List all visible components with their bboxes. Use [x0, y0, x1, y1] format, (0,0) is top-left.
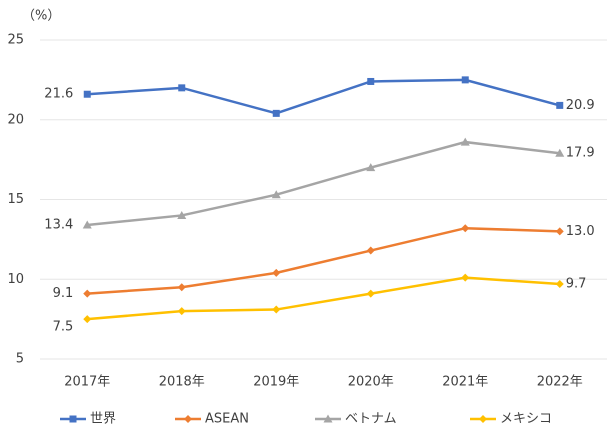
marker [323, 414, 333, 423]
legend-label: ASEAN [205, 412, 249, 427]
x-tick-label: 2019年 [253, 375, 299, 390]
data-label: 20.9 [566, 98, 595, 113]
x-tick-label: 2017年 [64, 375, 110, 390]
data-label: 7.5 [53, 320, 74, 335]
x-tick-label: 2022年 [537, 375, 583, 390]
marker [184, 415, 192, 423]
marker [272, 305, 281, 314]
series-line [87, 140, 560, 227]
x-tick-label: 2021年 [442, 375, 488, 390]
x-tick-label: 2020年 [348, 375, 394, 390]
series-line [87, 78, 561, 115]
y-tick-label: 5 [16, 352, 24, 367]
marker [272, 268, 281, 277]
marker [367, 77, 375, 85]
marker [271, 190, 281, 199]
marker [461, 224, 470, 233]
data-label: 9.1 [53, 286, 74, 301]
legend-label: ベトナム [345, 412, 397, 427]
y-tick-label: 20 [7, 112, 24, 127]
marker [555, 148, 565, 157]
x-tick-label: 2018年 [159, 375, 205, 390]
marker [83, 90, 91, 98]
marker [177, 210, 187, 219]
data-label: 9.7 [566, 277, 587, 292]
marker [272, 109, 280, 117]
marker [366, 163, 376, 172]
y-tick-label: 25 [7, 33, 24, 48]
marker [461, 273, 470, 282]
marker [555, 280, 564, 289]
y-axis-label: （%） [22, 9, 60, 24]
marker [461, 76, 469, 84]
marker [366, 246, 375, 255]
series-line [87, 276, 560, 321]
marker [82, 220, 92, 229]
y-tick-label: 10 [7, 272, 24, 287]
y-tick-label: 15 [7, 192, 24, 207]
marker [83, 289, 92, 298]
marker [69, 415, 77, 423]
marker [83, 315, 92, 324]
marker [177, 283, 186, 292]
data-label: 17.9 [566, 146, 595, 161]
marker [178, 84, 186, 92]
series-line [87, 226, 560, 295]
marker [366, 289, 375, 298]
marker [556, 101, 564, 109]
marker [460, 137, 470, 146]
legend-label: メキシコ [500, 412, 552, 427]
data-label: 13.4 [44, 218, 73, 233]
marker [177, 307, 186, 316]
data-label: 21.6 [44, 87, 73, 102]
marker [479, 415, 487, 423]
marker [555, 227, 564, 236]
data-label: 13.0 [566, 224, 595, 239]
legend-label: 世界 [90, 412, 116, 427]
